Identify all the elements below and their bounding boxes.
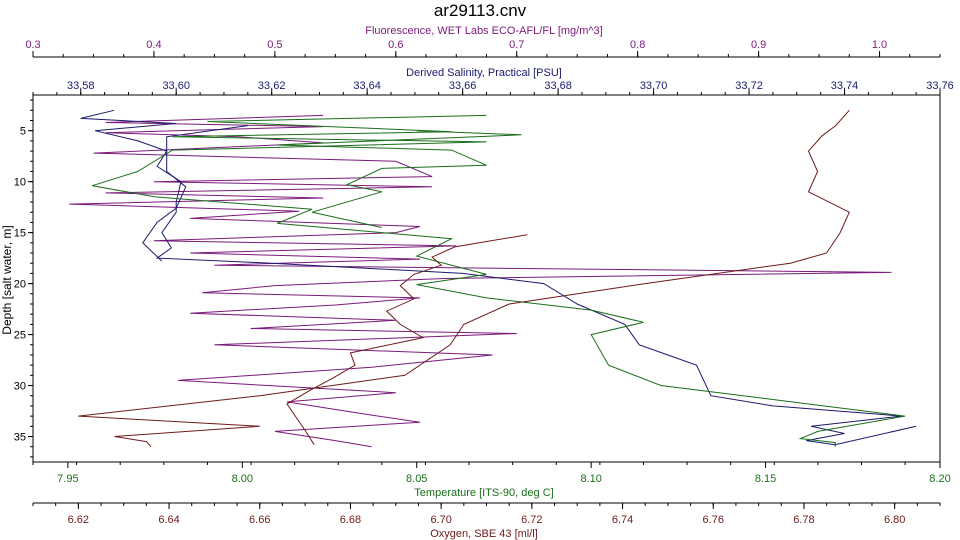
- oxygen-tick-label: 6.62: [68, 514, 89, 526]
- oxygen-profile-line: [286, 234, 528, 445]
- fluorescence-tick-label: 0.3: [25, 39, 40, 51]
- depth-axis-title: Depth [salt water, m]: [0, 225, 14, 334]
- temperature-tick-label: 8.05: [406, 473, 427, 485]
- oxygen-tick-label: 6.78: [793, 514, 814, 526]
- depth-tick-label: 35: [14, 432, 26, 444]
- temperature-tick-label: 8.15: [755, 473, 776, 485]
- fluorescence-tick-label: 0.5: [267, 39, 282, 51]
- salinity-tick-label: 33,66: [449, 80, 477, 92]
- fluorescence-tick-label: 0.7: [509, 39, 524, 51]
- salinity-tick-label: 33,70: [640, 80, 668, 92]
- oxygen-tick-label: 6.72: [521, 514, 542, 526]
- oxygen-tick-label: 6.64: [158, 514, 179, 526]
- series-lines: [69, 109, 917, 448]
- oxygen-tick-label: 6.68: [340, 514, 361, 526]
- oxygen-axis-title: Oxygen, SBE 43 [ml/l]: [430, 528, 538, 540]
- temperature-axis-title: Temperature [ITS-90, deg C]: [414, 487, 553, 499]
- salinity-tick-label: 33,72: [735, 80, 763, 92]
- oxygen-tick-label: 6.70: [430, 514, 451, 526]
- salinity-tick-label: 33,74: [831, 80, 859, 92]
- salinity-tick-label: 33,64: [353, 80, 381, 92]
- salinity-tick-label: 33,76: [926, 80, 954, 92]
- temperature-tick-label: 8.10: [580, 473, 601, 485]
- fluorescence-axis-title: Fluorescence, WET Labs ECO-AFL/FL [mg/m^…: [365, 25, 602, 37]
- oxygen-profile-line: [78, 109, 850, 448]
- salinity-profile-line: [80, 109, 917, 446]
- salinity-tick-label: 33,60: [162, 80, 190, 92]
- depth-tick-label: 10: [14, 177, 26, 189]
- fluorescence-tick-label: 0.9: [751, 39, 766, 51]
- temperature-profile-line: [277, 130, 522, 228]
- temperature-tick-label: 8.20: [929, 473, 950, 485]
- salinity-profile-line: [142, 125, 248, 262]
- temperature-tick-label: 8.00: [232, 473, 253, 485]
- temperature-profile-line: [92, 114, 906, 447]
- fluorescence-profile-line: [69, 114, 892, 448]
- fluorescence-tick-label: 0.4: [146, 39, 161, 51]
- temperature-tick-label: 7.95: [57, 473, 78, 485]
- salinity-tick-label: 33,68: [544, 80, 572, 92]
- oxygen-tick-label: 6.80: [884, 514, 905, 526]
- axis-ticks: 0.3 0.4 0.5 0.6 0.7 0.8 0.9 1.0 33,58 33,60 33,62 3…: [14, 39, 954, 526]
- salinity-tick-label: 33,62: [258, 80, 286, 92]
- oxygen-tick-label: 6.74: [612, 514, 633, 526]
- salinity-axis-title: Derived Salinity, Practical [PSU]: [406, 67, 562, 79]
- depth-tick-label: 15: [14, 228, 26, 240]
- oxygen-tick-label: 6.76: [703, 514, 724, 526]
- depth-tick-label: 5: [20, 126, 26, 138]
- depth-tick-label: 20: [14, 279, 26, 291]
- fluorescence-tick-label: 0.8: [630, 39, 645, 51]
- oxygen-tick-label: 6.66: [249, 514, 270, 526]
- salinity-tick-label: 33,58: [67, 80, 95, 92]
- fluorescence-tick-label: 0.6: [388, 39, 403, 51]
- fluorescence-tick-label: 1.0: [872, 39, 887, 51]
- chart-title: ar29113.cnv: [434, 1, 527, 20]
- depth-tick-label: 30: [14, 381, 26, 393]
- depth-tick-label: 25: [14, 330, 26, 342]
